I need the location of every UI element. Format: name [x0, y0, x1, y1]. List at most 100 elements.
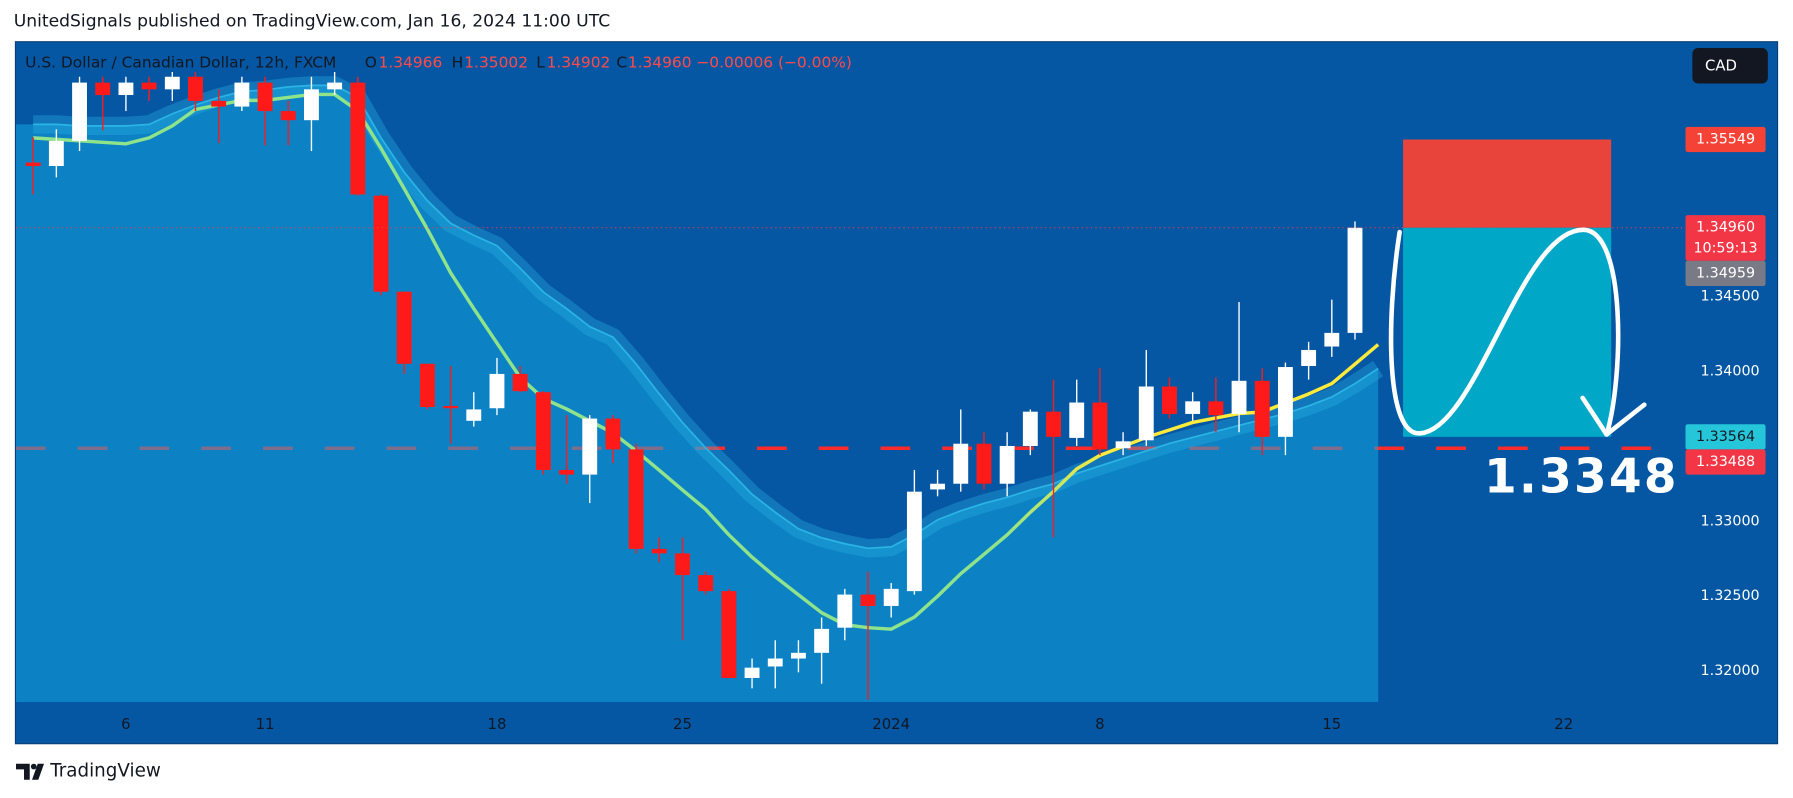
x-tick-label: 8 [1095, 715, 1104, 733]
y-tick-label: 1.32500 [1701, 588, 1760, 604]
drawn-curve [1388, 227, 1621, 437]
band-area [16, 85, 1379, 702]
candle-body [234, 82, 250, 107]
currency-button-text[interactable]: CAD [1705, 56, 1737, 74]
candle-body [906, 491, 922, 592]
candle-body [675, 553, 690, 576]
footer-logo: TradingView [16, 761, 161, 782]
logo-dot [30, 763, 37, 770]
candle-body [582, 418, 598, 475]
candle-body [443, 405, 459, 409]
x-tick-label: 2024 [872, 715, 910, 733]
candle-body [373, 195, 389, 292]
candle-body [628, 449, 644, 549]
candle-body [976, 443, 992, 484]
annotation: 1.3348 [1484, 450, 1679, 505]
drawn-arrowhead [1580, 395, 1647, 437]
price-tag-label: 1.34959 [1696, 265, 1755, 281]
price-tag-label: 1.33488 [1696, 454, 1755, 470]
candle-body [211, 100, 227, 107]
price-tag-label: 1.33564 [1696, 429, 1755, 445]
price-tag [1685, 424, 1766, 450]
candle-body [304, 89, 319, 121]
candle-body [1185, 401, 1201, 414]
publish-header: UnitedSignals published on TradingView.c… [14, 12, 610, 32]
candle-body [257, 82, 273, 112]
legend-high-label: H [452, 53, 464, 71]
candle-body [419, 363, 435, 408]
price-tag-label: 1.34960 [1696, 220, 1755, 236]
candle-body [883, 588, 899, 606]
candle-body [396, 291, 412, 364]
candle-body [350, 82, 366, 195]
legend-symbol: U.S. Dollar / Canadian Dollar, 12h, FXCM [25, 53, 336, 71]
candle-body [1347, 227, 1363, 333]
candle-body [25, 162, 41, 167]
candle-body [1046, 411, 1061, 437]
legend-open-label: O [365, 53, 377, 71]
candle-body [327, 82, 343, 90]
legend-high: 1.35002 [464, 53, 528, 71]
price-tag [1685, 449, 1766, 475]
price-tag-countdown: 10:59:13 [1693, 240, 1757, 256]
candle-body [1324, 332, 1340, 347]
legend-change: −0.00006 (−0.00%) [696, 53, 852, 71]
candle-body [1162, 386, 1177, 414]
x-tick-label: 11 [256, 715, 275, 733]
candle-body [1254, 380, 1270, 437]
x-tick-label: 25 [673, 715, 692, 733]
target-zone [1403, 227, 1612, 437]
footer-brand: TradingView [49, 761, 161, 782]
logo-mark [16, 763, 30, 780]
candle-body [164, 76, 180, 90]
candle-body [814, 628, 830, 653]
plot-area: 1.3348 1.32000 1.32500 1.33000 1.34000 1.3450… [16, 71, 1766, 733]
candle-body [1069, 402, 1085, 438]
candle-body [930, 483, 946, 490]
legend-close-label: C [616, 53, 627, 71]
candle-body [489, 373, 505, 409]
candle-body [744, 667, 760, 678]
price-tag [1685, 260, 1766, 287]
candle-body [95, 82, 111, 96]
ma-line [33, 92, 1380, 631]
y-tick-label: 1.32000 [1701, 663, 1760, 679]
logo-slash [32, 763, 45, 780]
candle-body [1138, 386, 1154, 441]
candle-body [188, 76, 203, 101]
price-tag [1685, 126, 1766, 153]
x-tick-label: 15 [1322, 715, 1341, 733]
candle-body [1277, 367, 1293, 437]
candle-body [1115, 441, 1131, 449]
stop-zone [1403, 139, 1612, 228]
candle-body [1022, 411, 1038, 446]
candle-body [999, 445, 1015, 484]
candle-body [141, 82, 157, 90]
candle-body [280, 111, 296, 121]
price-tag-label: 1.35549 [1696, 132, 1755, 148]
x-tick-label: 22 [1554, 715, 1573, 733]
currency-button[interactable]: CAD [1692, 48, 1768, 84]
y-tick-label: 1.34000 [1701, 364, 1760, 380]
y-tick-label: 1.33000 [1701, 513, 1760, 529]
candle-body [466, 409, 482, 421]
candle-body [1208, 401, 1224, 416]
candle-body [48, 140, 64, 167]
legend-close: 1.34960 [628, 53, 692, 71]
candle-body [1092, 402, 1108, 450]
candle-body [559, 469, 574, 475]
price-tag [1685, 215, 1766, 261]
candle-body [651, 548, 667, 554]
x-tick-label: 6 [121, 715, 130, 733]
candle-body [512, 373, 528, 392]
legend-open: 1.34966 [378, 53, 442, 71]
candle-body [767, 658, 783, 667]
candle-body [791, 652, 806, 659]
candle-body [1231, 380, 1247, 414]
legend-low-label: L [536, 53, 545, 71]
candle-body [837, 594, 853, 628]
currency-button-bg[interactable] [1692, 48, 1768, 84]
candle-body [721, 591, 737, 678]
